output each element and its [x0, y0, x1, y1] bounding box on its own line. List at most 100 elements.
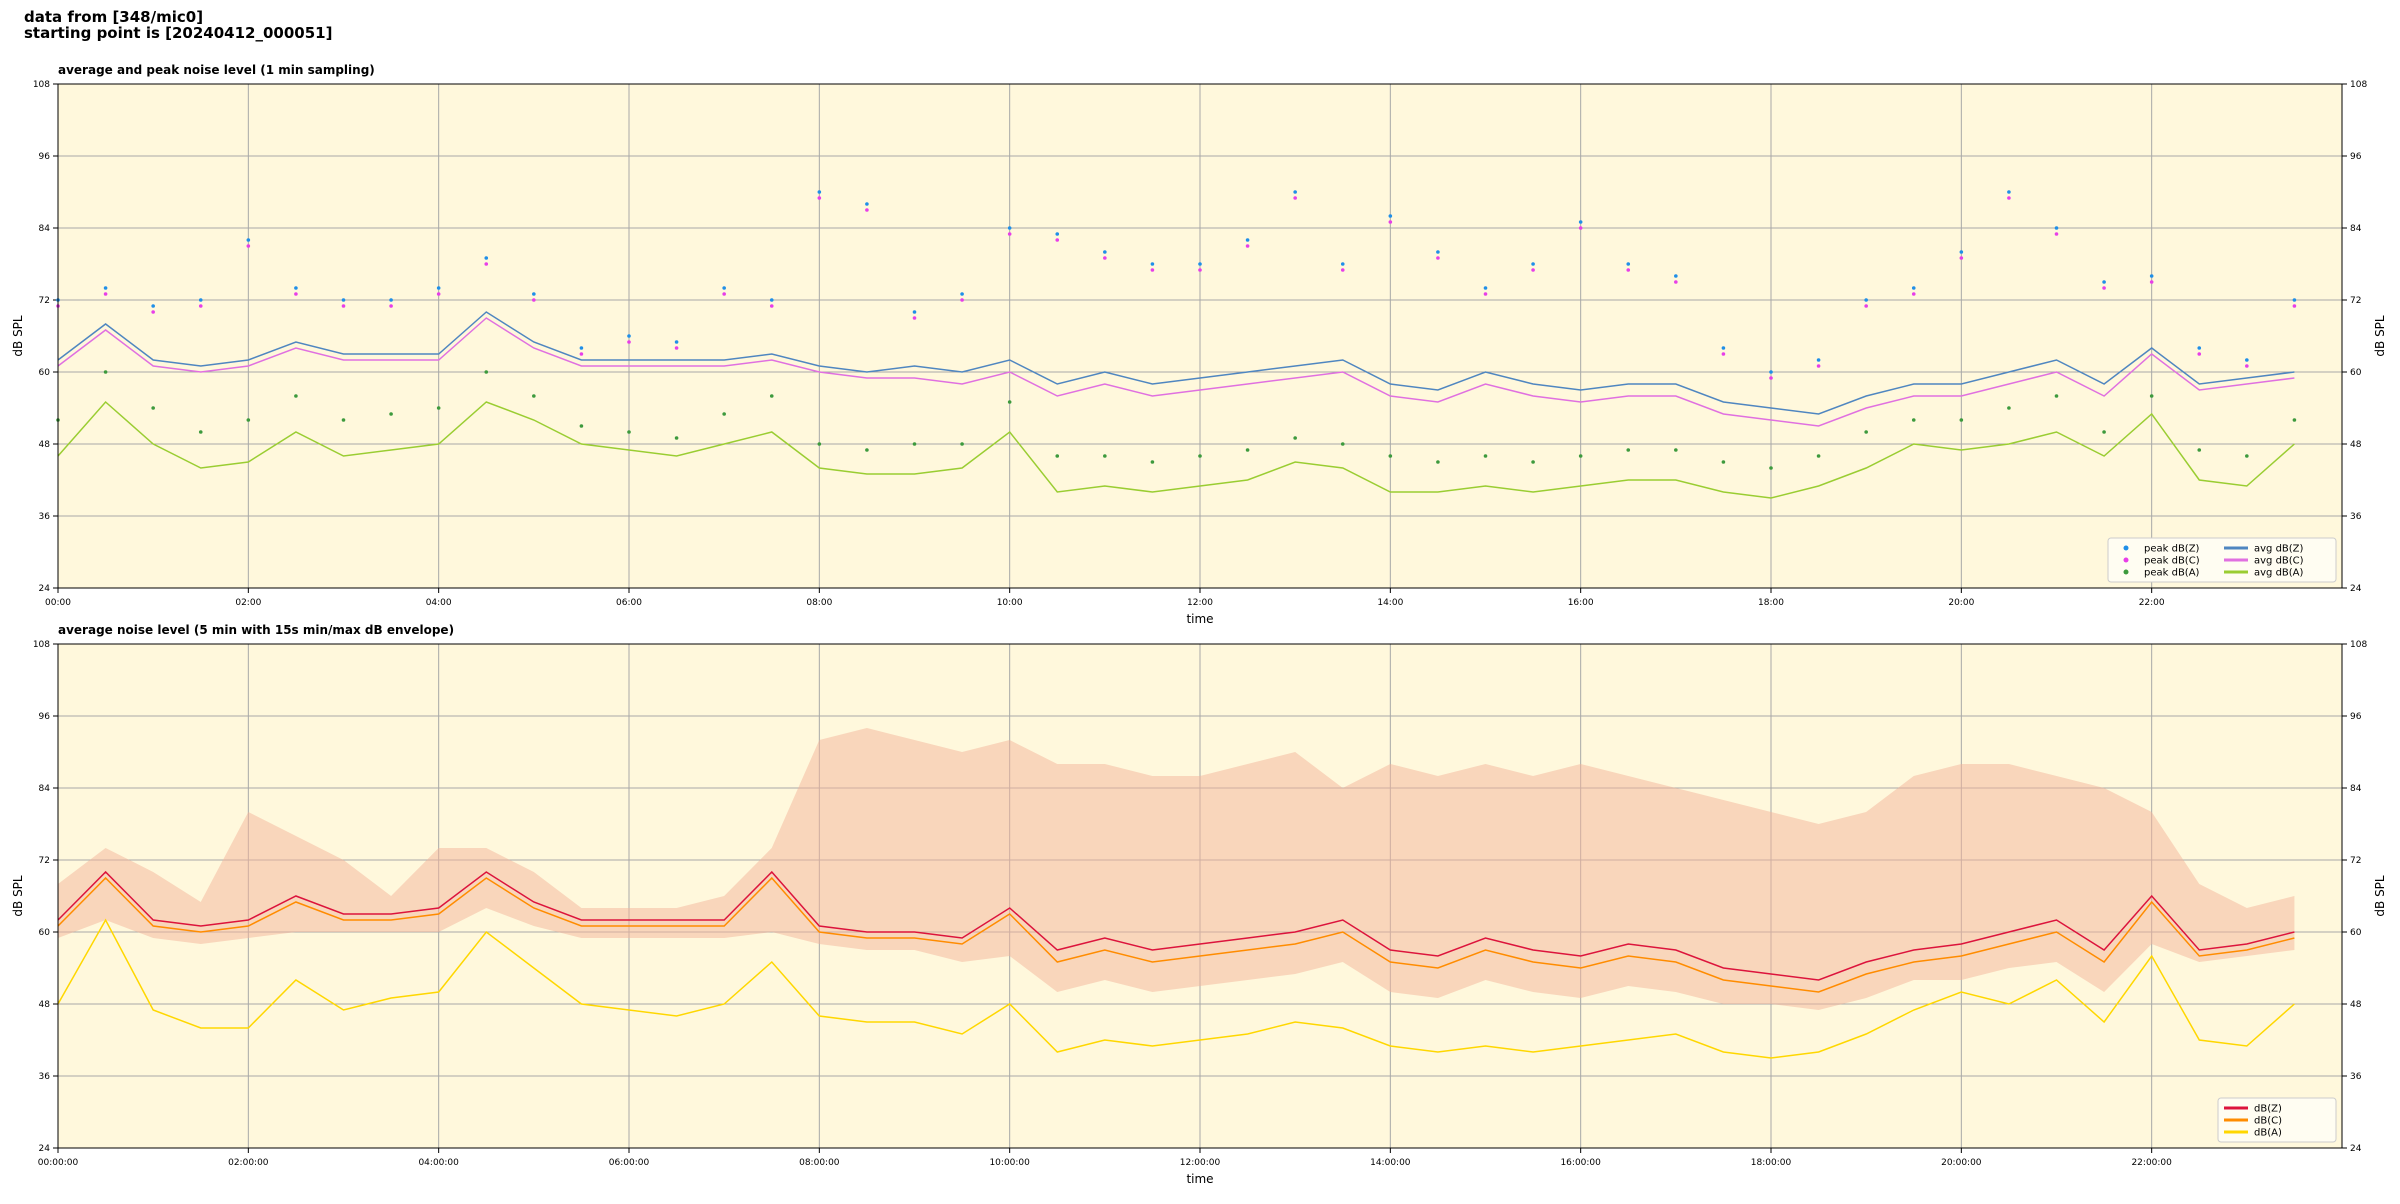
peak-dot — [722, 412, 726, 416]
chart-title: average and peak noise level (1 min samp… — [58, 63, 375, 77]
peak-dot — [2102, 280, 2106, 284]
peak-dot — [246, 418, 251, 422]
peak-dot — [1103, 454, 1107, 458]
peak-dot — [1198, 268, 1202, 272]
y-tick-label: 108 — [33, 640, 50, 650]
peak-dot — [2054, 226, 2059, 230]
peak-dot — [817, 190, 822, 194]
peak-dot — [1198, 262, 1202, 266]
x-tick-label: 02:00 — [235, 598, 261, 608]
peak-dot — [912, 442, 917, 446]
peak-dot — [579, 346, 584, 350]
peak-dot — [1436, 460, 1440, 464]
x-tick-label: 20:00:00 — [1941, 1158, 1982, 1168]
peak-dot — [722, 292, 726, 296]
peak-dot — [2197, 346, 2202, 350]
peak-dot — [769, 298, 774, 302]
peak-dot — [1245, 448, 1250, 452]
legend-label: dB(Z) — [2254, 1104, 2282, 1115]
peak-dot — [1626, 268, 1631, 272]
peak-dot — [151, 406, 155, 410]
peak-dot — [484, 370, 489, 374]
chart-title: average noise level (5 min with 15s min/… — [58, 623, 454, 637]
y-tick-label: 108 — [33, 80, 50, 90]
peak-dot — [436, 406, 441, 410]
peak-dot — [1103, 256, 1107, 260]
peak-dot — [103, 286, 108, 290]
y-tick-label: 24 — [39, 584, 51, 594]
x-tick-label: 14:00 — [1377, 598, 1403, 608]
peak-dot — [960, 442, 964, 446]
y-tick-label: 108 — [2350, 640, 2367, 650]
series-line — [57, 876, 2295, 993]
peak-dot — [2245, 454, 2249, 458]
y-tick-label: 60 — [2350, 368, 2362, 378]
y-tick-label: 108 — [2350, 80, 2367, 90]
legend-label: avg dB(Z) — [2254, 544, 2304, 555]
peak-dot — [294, 286, 298, 290]
y-tick-label: 72 — [2350, 856, 2361, 866]
peak-dot — [1626, 448, 1631, 452]
peak-dot — [2292, 418, 2297, 422]
peak-dot — [1150, 460, 1155, 464]
peak-dot — [960, 292, 964, 296]
peak-dot — [1007, 400, 1012, 404]
x-tick-label: 02:00:00 — [228, 1158, 269, 1168]
peak-dot — [1388, 220, 1393, 224]
peak-dot — [1293, 190, 1297, 194]
x-tick-label: 22:00:00 — [2131, 1158, 2172, 1168]
peak-dot — [1483, 454, 1488, 458]
peak-dot — [1864, 298, 1868, 302]
x-tick-label: 04:00:00 — [418, 1158, 459, 1168]
peak-dot — [1055, 238, 1060, 242]
peak-dot — [1864, 430, 1868, 434]
peak-dot — [2197, 448, 2202, 452]
peak-dot — [532, 292, 536, 296]
series-line — [57, 311, 2295, 415]
plot-frame — [57, 83, 2343, 589]
peak-dot — [103, 370, 108, 374]
series-line — [57, 870, 2295, 981]
y-tick-label: 48 — [39, 440, 51, 450]
peak-dot — [1483, 292, 1488, 296]
peak-dot — [1959, 418, 1964, 422]
y-axis-label: dB SPL — [2373, 875, 2387, 917]
peak-dot — [1340, 442, 1345, 446]
peak-dot — [865, 208, 869, 212]
peak-dot — [389, 412, 393, 416]
peak-dot — [2245, 364, 2249, 368]
peak-dot — [1721, 346, 1726, 350]
peak-dot — [1578, 454, 1583, 458]
x-tick-label: 10:00 — [997, 598, 1023, 608]
legend-label: peak dB(Z) — [2144, 544, 2200, 555]
peak-dot — [198, 304, 203, 308]
peak-dot — [2292, 304, 2297, 308]
y-tick-label: 84 — [39, 784, 51, 794]
peak-dot — [1769, 466, 1773, 470]
peak-dot — [341, 418, 346, 422]
y-tick-label: 96 — [2350, 152, 2362, 162]
peak-dot — [1721, 460, 1726, 464]
peak-dot — [1293, 196, 1297, 200]
peak-dot — [484, 256, 489, 260]
y-tick-label: 72 — [39, 856, 50, 866]
peak-dot — [246, 244, 251, 248]
peak-dot — [1245, 238, 1250, 242]
peak-dot — [1388, 214, 1393, 218]
legend-label: dB(A) — [2254, 1128, 2282, 1139]
x-tick-label: 06:00:00 — [609, 1158, 650, 1168]
peak-dot — [1150, 268, 1155, 272]
y-tick-label: 36 — [2350, 512, 2362, 522]
peak-dot — [1911, 286, 1916, 290]
peak-dot — [2054, 232, 2059, 236]
y-axis-label: dB SPL — [11, 875, 25, 917]
x-tick-label: 20:00 — [1948, 598, 1974, 608]
peak-dot — [769, 304, 774, 308]
peak-dot — [1959, 250, 1964, 254]
peak-dot — [1245, 244, 1250, 248]
y-tick-label: 96 — [39, 712, 51, 722]
y-tick-label: 96 — [2350, 712, 2362, 722]
y-tick-label: 60 — [39, 368, 51, 378]
y-tick-label: 84 — [2350, 224, 2362, 234]
peak-dot — [1103, 250, 1107, 254]
